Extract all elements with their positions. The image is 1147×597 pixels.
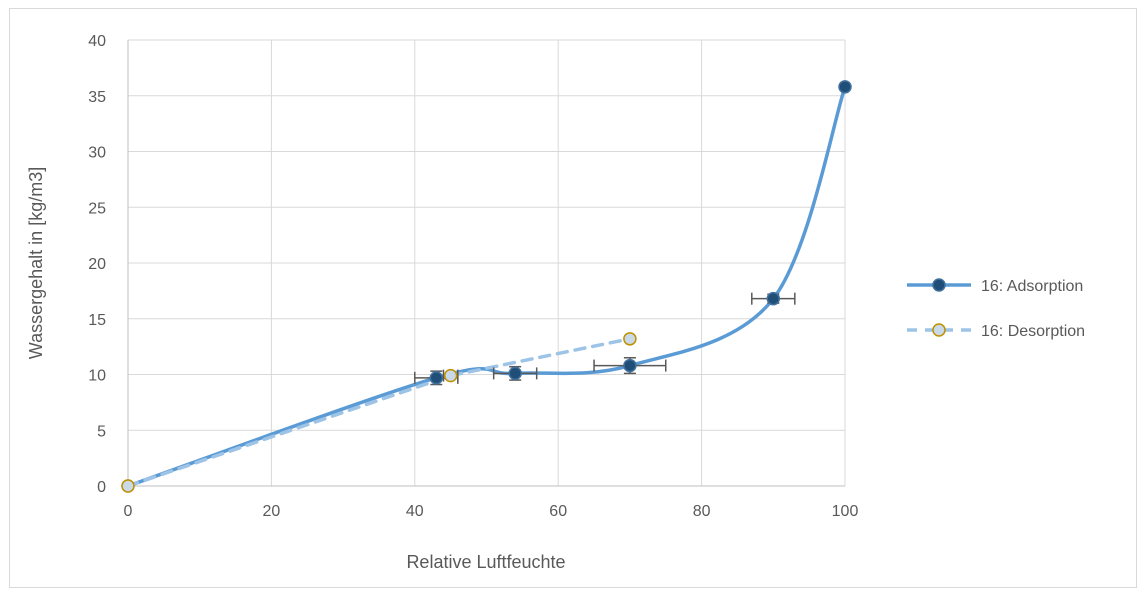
y-tick-label: 0	[97, 479, 106, 496]
legend-desorption-marker	[932, 323, 946, 337]
grid-layer	[128, 39, 846, 486]
adsorption-point	[766, 291, 781, 306]
series-layer	[121, 80, 852, 493]
legend-layer: 16: Adsorption 16: Desorption	[907, 278, 1085, 340]
adsorption-point	[429, 371, 444, 385]
y-tick-label: 10	[88, 368, 106, 385]
adsorption-line	[126, 85, 847, 488]
x-tick-label: 80	[693, 503, 711, 520]
x-axis-title: Relative Luftfeuchte	[406, 552, 565, 572]
axis-layer: 0 5 10 15 20 25 30 35 40 0 20 40 60 80 100	[88, 33, 858, 520]
legend-desorption-label: 16: Desorption	[981, 323, 1085, 340]
desorption-point	[623, 332, 637, 346]
adsorption-point	[838, 80, 852, 94]
adsorption-point	[508, 366, 522, 381]
desorption-line	[126, 337, 632, 488]
y-axis-title: Wassergehalt in [kg/m3]	[26, 167, 46, 359]
y-tick-label: 5	[97, 423, 106, 440]
x-tick-label: 20	[263, 503, 281, 520]
y-tick-label: 40	[88, 33, 106, 50]
desorption-markers	[121, 332, 637, 493]
x-tick-label: 40	[406, 503, 424, 520]
x-tick-label: 60	[549, 503, 567, 520]
y-tick-label: 20	[88, 256, 106, 273]
y-tick-label: 15	[88, 312, 106, 329]
adsorption-point	[623, 358, 637, 373]
y-tick-label: 25	[88, 200, 106, 217]
x-tick-label: 100	[832, 503, 859, 520]
y-tick-label: 35	[88, 89, 106, 106]
chart-frame	[9, 8, 1137, 588]
desorption-series	[126, 337, 632, 488]
legend-adsorption-marker	[932, 278, 946, 292]
y-tick-label: 30	[88, 145, 106, 162]
legend-adsorption-label: 16: Adsorption	[981, 278, 1083, 295]
adsorption-series	[126, 85, 847, 488]
desorption-point	[121, 479, 135, 493]
desorption-point	[443, 368, 458, 383]
x-tick-label: 0	[124, 503, 133, 520]
